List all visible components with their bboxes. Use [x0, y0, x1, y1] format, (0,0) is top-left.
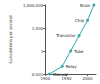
- svg-text:1,000: 1,000: [32, 26, 44, 31]
- svg-text:2000: 2000: [82, 76, 93, 81]
- svg-text:Manual: Manual: [53, 72, 68, 77]
- svg-text:1: 1: [41, 49, 44, 54]
- svg-text:Relay: Relay: [66, 64, 78, 69]
- svg-text:Chip: Chip: [75, 18, 84, 23]
- svg-text:0.001: 0.001: [31, 71, 44, 77]
- svg-text:Tube: Tube: [73, 49, 84, 54]
- svg-text:1900: 1900: [40, 76, 51, 81]
- svg-text:Transistor: Transistor: [55, 33, 76, 38]
- svg-text:1,000,000: 1,000,000: [23, 3, 44, 8]
- svg-text:Calculations per second: Calculations per second: [8, 15, 13, 63]
- svg-text:1950: 1950: [61, 75, 72, 81]
- svg-text:Brain: Brain: [80, 3, 91, 8]
